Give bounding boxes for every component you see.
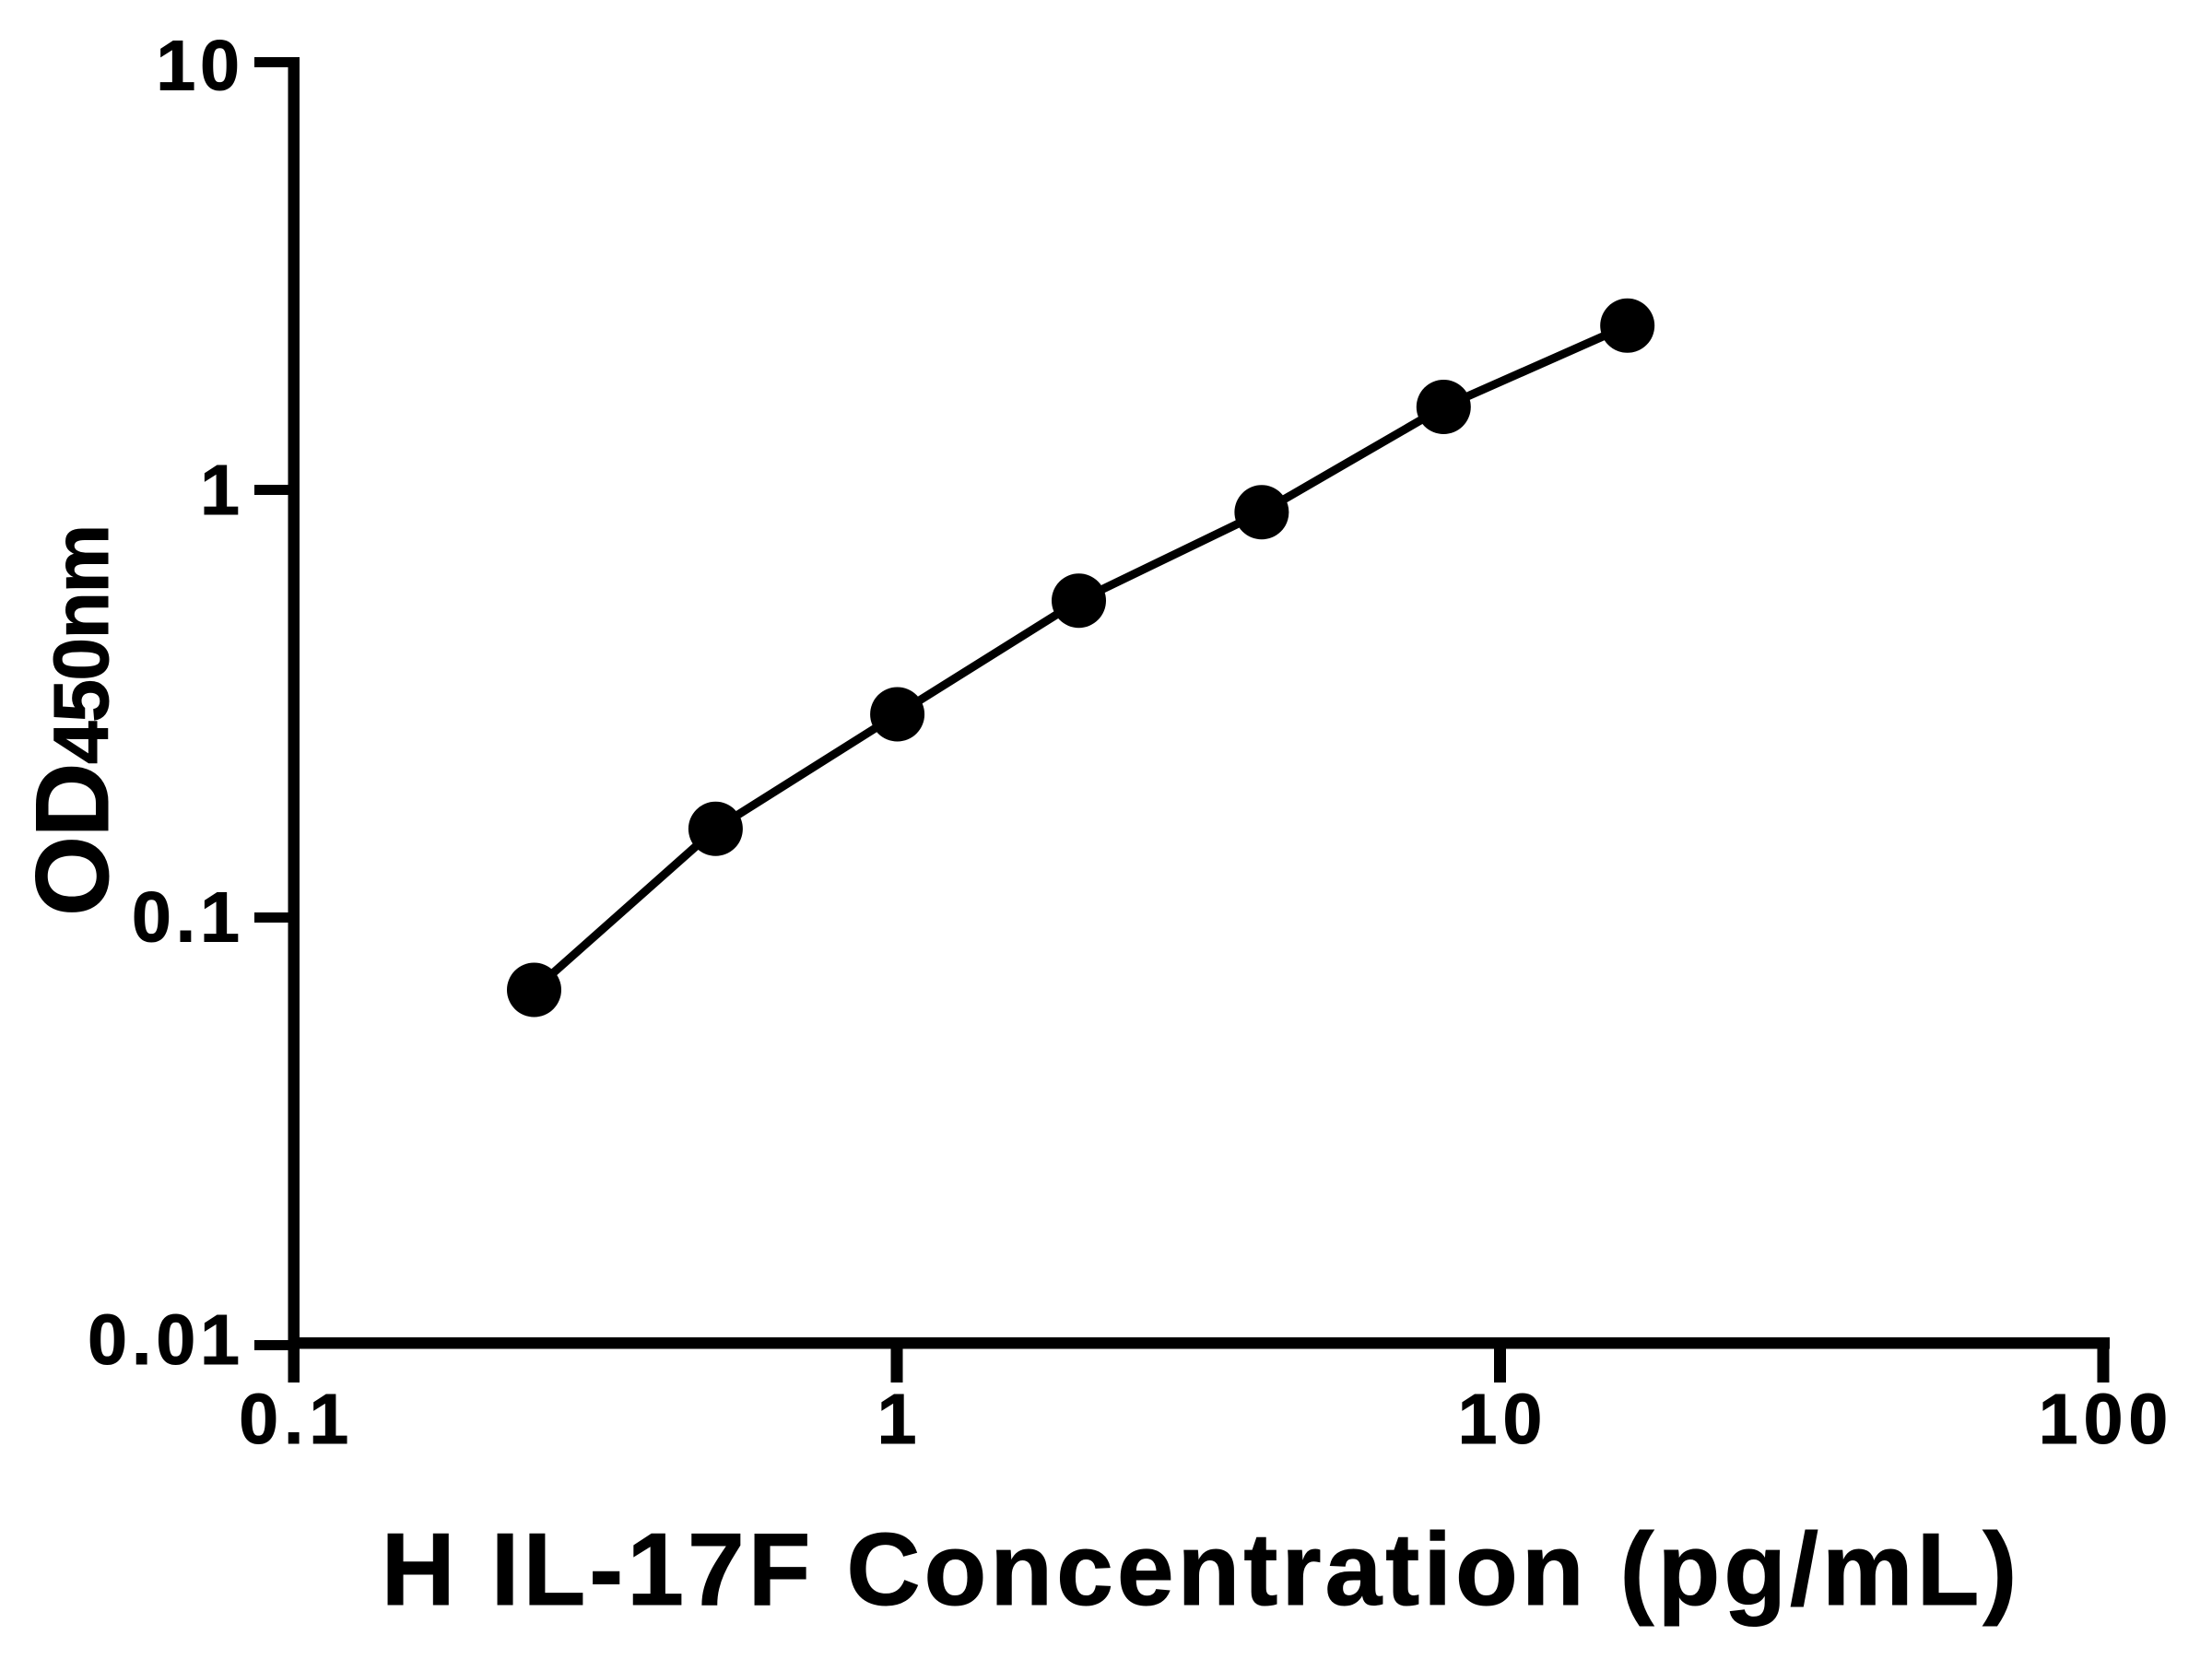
svg-text:0.01: 0.01 — [88, 1300, 244, 1380]
svg-text:0.1: 0.1 — [239, 1380, 354, 1459]
svg-text:OD450nm: OD450nm — [15, 525, 130, 916]
svg-text:1: 1 — [200, 451, 240, 530]
svg-text:1: 1 — [877, 1380, 917, 1459]
svg-text:H IL-17F Concentration (pg/mL): H IL-17F Concentration (pg/mL) — [382, 1512, 2021, 1627]
svg-text:100: 100 — [2039, 1380, 2173, 1459]
svg-text:10: 10 — [156, 27, 244, 106]
svg-text:10: 10 — [1458, 1380, 1548, 1459]
svg-text:0.1: 0.1 — [132, 878, 244, 958]
